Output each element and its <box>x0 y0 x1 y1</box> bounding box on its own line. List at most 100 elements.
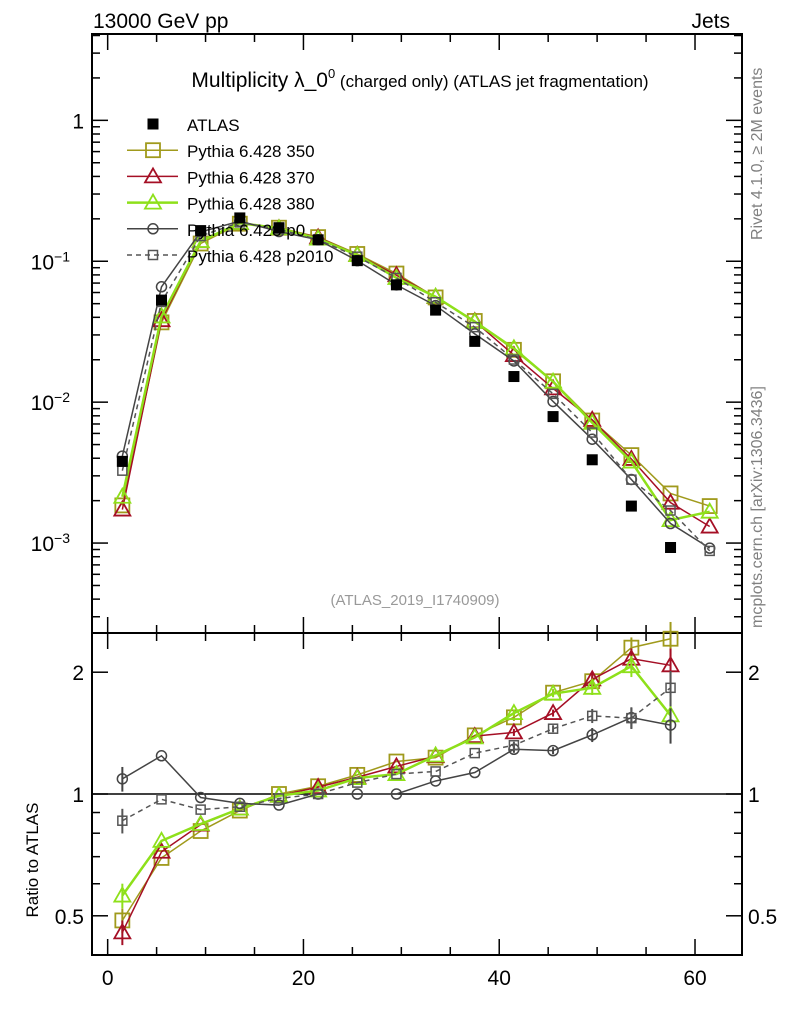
ratio-point <box>116 773 129 785</box>
ratio-line <box>121 687 671 822</box>
ratio-point <box>426 745 446 763</box>
series-point <box>543 371 563 389</box>
data-point <box>156 294 168 306</box>
y-tick-label-right: 0.5 <box>748 906 777 929</box>
ratio-point <box>155 750 168 762</box>
series-3 <box>116 215 716 554</box>
ratio-point <box>234 801 246 813</box>
series-line <box>121 221 710 522</box>
legend-marker <box>143 192 163 210</box>
y-tick-label: 1 <box>72 110 84 133</box>
data-point <box>508 371 520 383</box>
ratio-point <box>430 766 441 777</box>
data-point <box>469 335 481 347</box>
ratio-point <box>665 682 676 694</box>
ratio-point <box>621 656 641 674</box>
ratio-point <box>504 722 524 740</box>
series-point <box>662 485 679 502</box>
series-line <box>121 222 710 507</box>
title-rest: (charged only) (ATLAS jet fragmentation) <box>335 72 648 91</box>
ratio-point <box>391 768 402 780</box>
x-tick-label: 40 <box>488 967 511 990</box>
legend-marker <box>145 142 161 159</box>
legend-marker <box>147 118 159 130</box>
data-point <box>234 212 246 224</box>
y-tick-label: 10−3 <box>31 530 71 556</box>
ratio-point <box>112 922 132 940</box>
series-point <box>508 354 520 365</box>
main-panel: 1 10−1 10−2 10−3 <box>31 33 743 634</box>
data-point <box>430 304 442 316</box>
series-point <box>114 497 131 514</box>
legend-label: Pythia 6.428 370 <box>187 168 315 187</box>
series-point <box>700 516 720 534</box>
series-point <box>469 321 481 333</box>
series-point <box>155 281 168 293</box>
ratio-series-2 <box>112 655 681 909</box>
y-tick-label: 10−2 <box>31 389 71 415</box>
series-4 <box>117 217 715 557</box>
ratio-point <box>547 723 559 734</box>
ratio-point <box>308 777 328 795</box>
series-point <box>151 306 172 324</box>
series-point <box>704 545 715 557</box>
legend-label: Pythia 6.428 p2010 <box>187 247 334 266</box>
ratio-series-4 <box>117 671 676 834</box>
x-tick-label: 20 <box>292 967 315 990</box>
data-point <box>116 455 128 467</box>
legend-item: Pythia 6.428 p2010 <box>127 247 334 266</box>
ratio-ylabel: Ratio to ATLAS <box>23 803 42 918</box>
legend-marker <box>143 166 163 184</box>
ratio-point <box>117 815 128 826</box>
ratio-point <box>664 719 677 731</box>
series-point <box>626 474 637 485</box>
series-point <box>547 388 559 400</box>
ratio-point <box>151 831 172 848</box>
y-tick-label-right: 1 <box>748 784 760 807</box>
mcplots-label: mcplots.cern.ch [arXiv:1306.3436] <box>749 386 766 628</box>
ratio-point <box>504 703 524 720</box>
legend: ATLAS Pythia 6.428 350 Pythia 6.428 370 Pyt… <box>127 116 334 266</box>
ratio-point <box>582 678 602 695</box>
legend-item: Pythia 6.428 350 <box>127 142 315 161</box>
ratio-point <box>156 794 167 805</box>
series-line <box>121 222 711 528</box>
ratio-panel: 0 20 40 60 0.5 0.5 1 1 2 2 <box>55 621 777 990</box>
x-tick-label: 0 <box>102 967 114 990</box>
ratio-point <box>543 703 563 720</box>
ratio-point <box>273 799 285 811</box>
energy-label: 13000 GeV pp <box>93 10 228 33</box>
ratio-point <box>312 788 324 800</box>
data-point <box>351 255 363 267</box>
series-point <box>664 517 677 530</box>
data-point <box>665 542 677 554</box>
data-point <box>312 234 324 246</box>
ratio-point <box>508 739 520 751</box>
data-point <box>273 222 285 234</box>
ratio-line <box>121 637 671 921</box>
series-point <box>112 486 132 504</box>
series-point <box>660 492 681 510</box>
ratio-point <box>191 814 211 831</box>
ratio-point <box>543 683 563 701</box>
ratio-point <box>626 712 637 724</box>
series-line <box>121 220 711 549</box>
data-point <box>586 454 598 466</box>
legend-label: Pythia 6.428 p0 <box>187 221 305 240</box>
title-sup: 0 <box>328 66 335 81</box>
ratio-point <box>151 841 172 859</box>
y-tick-label-right: 2 <box>748 662 760 685</box>
series-line <box>121 221 711 552</box>
ratio-point <box>195 804 206 815</box>
legend-marker <box>147 249 159 261</box>
legend-marker <box>147 223 159 235</box>
y-tick-label: 10−1 <box>31 248 71 274</box>
ratio-point <box>586 710 598 722</box>
legend-label: Pythia 6.428 350 <box>187 142 315 161</box>
legend-item: ATLAS <box>147 116 240 135</box>
legend-label: Pythia 6.428 380 <box>187 195 315 214</box>
ratio-line <box>121 716 671 806</box>
ratio-point <box>390 788 403 800</box>
ratio-point <box>351 788 364 800</box>
